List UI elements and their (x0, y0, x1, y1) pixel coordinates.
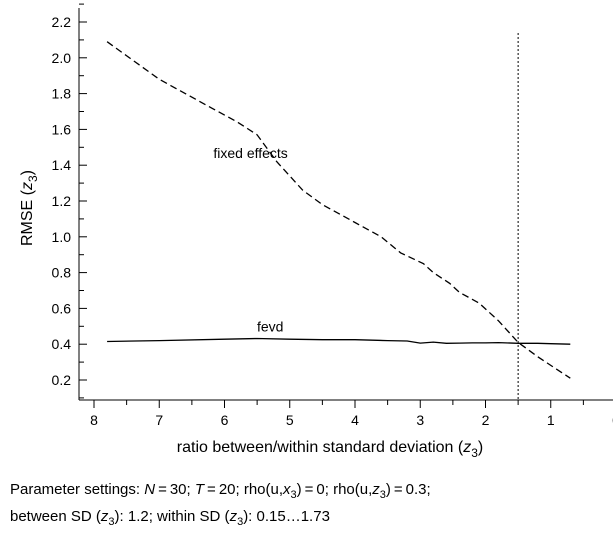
x-tick-label: 1 (547, 412, 555, 428)
y-tick-label: 2.0 (52, 50, 72, 66)
figure-caption: Parameter settings: N = 30; T = 20; rho(… (10, 479, 610, 533)
series-line-fixed-effects (106, 41, 571, 379)
y-tick-label: 1.0 (52, 229, 72, 245)
y-axis-title: RMSE (z3) (19, 170, 40, 246)
caption-line-1: Parameter settings: N = 30; T = 20; rho(… (10, 481, 431, 501)
y-tick-label: 1.2 (52, 193, 72, 209)
x-tick-label: 6 (221, 412, 229, 428)
axes (78, 8, 613, 401)
x-tick-label: 4 (351, 412, 359, 428)
annotations: fixed effects fevd (213, 145, 287, 335)
x-ticks: 876543210 (90, 400, 613, 428)
annotation-label: fevd (257, 319, 283, 335)
x-tick-label: 8 (90, 412, 98, 428)
x-tick-label: 7 (155, 412, 163, 428)
series-group (106, 41, 571, 379)
x-axis-title: ratio between/within standard deviation … (177, 439, 483, 460)
series-line-fevd (107, 337, 571, 345)
x-tick-label: 2 (482, 412, 490, 428)
y-tick-label: 1.8 (52, 86, 72, 102)
caption-line-2: between SD (z3): 1.2; within SD (z3): 0.… (10, 508, 330, 528)
y-tick-label: 0.8 (52, 265, 72, 281)
y-tick-label: 2.2 (52, 14, 72, 30)
x-tick-label: 5 (286, 412, 294, 428)
y-tick-label: 0.6 (52, 300, 72, 316)
y-ticks: 0.2 0.4 0.6 0.8 1.0 1.2 1.4 1.6 1.8 2.0 2.2 (52, 3, 87, 399)
x-tick-label: 3 (416, 412, 424, 428)
annotation-label: fixed effects (213, 145, 287, 161)
y-tick-label: 0.2 (52, 372, 72, 388)
y-tick-label: 0.4 (52, 336, 72, 352)
chart: 0.2 0.4 0.6 0.8 1.0 1.2 1.4 1.6 1.8 2.0 2.2 8 7 6 5 4 3… (19, 3, 613, 460)
y-tick-label: 1.6 (52, 121, 72, 137)
y-tick-label: 1.4 (52, 157, 72, 173)
